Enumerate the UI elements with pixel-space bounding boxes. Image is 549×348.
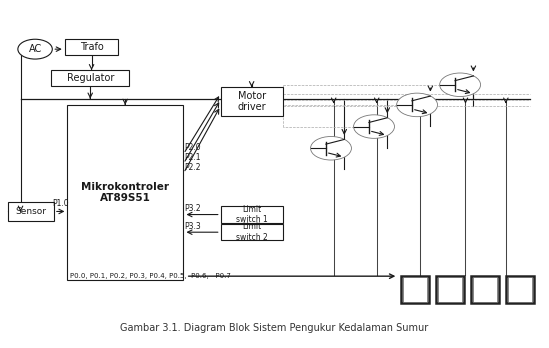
- Text: P2.1: P2.1: [184, 153, 201, 162]
- Text: Limit
switch 2: Limit switch 2: [236, 222, 267, 242]
- Bar: [68, 105, 183, 280]
- Text: P2.2: P2.2: [184, 163, 201, 172]
- Text: P0.0, P0.1, P0.2, P0.3, P0.4, P0.5,  P0.6,   P0.7: P0.0, P0.1, P0.2, P0.3, P0.4, P0.5, P0.6…: [70, 273, 231, 279]
- Text: Regulator: Regulator: [66, 73, 114, 83]
- Text: P3.3: P3.3: [184, 222, 201, 231]
- Circle shape: [440, 73, 480, 96]
- Text: P1.0: P1.0: [52, 199, 69, 208]
- Text: Mikrokontroler
AT89S51: Mikrokontroler AT89S51: [81, 182, 169, 203]
- Bar: [221, 224, 283, 240]
- Bar: [221, 87, 283, 116]
- Circle shape: [18, 39, 52, 59]
- Bar: [508, 277, 531, 302]
- Text: P3.2: P3.2: [184, 204, 201, 213]
- Bar: [473, 277, 497, 302]
- Bar: [403, 277, 427, 302]
- Bar: [438, 277, 462, 302]
- Text: AC: AC: [29, 44, 42, 54]
- Bar: [221, 206, 283, 223]
- Bar: [471, 276, 499, 303]
- Text: Gambar 3.1. Diagram Blok Sistem Pengukur Kedalaman Sumur: Gambar 3.1. Diagram Blok Sistem Pengukur…: [120, 323, 429, 333]
- Text: Sensor: Sensor: [15, 207, 47, 216]
- Text: Limit
switch 1: Limit switch 1: [236, 205, 267, 224]
- Bar: [51, 70, 129, 86]
- Circle shape: [311, 136, 351, 160]
- Circle shape: [354, 115, 395, 139]
- Circle shape: [396, 93, 438, 117]
- Text: Motor
driver: Motor driver: [237, 91, 266, 112]
- Text: Trafo: Trafo: [80, 42, 103, 52]
- Bar: [436, 276, 464, 303]
- Bar: [506, 276, 534, 303]
- Text: P2.0: P2.0: [184, 143, 201, 152]
- Bar: [401, 276, 429, 303]
- Bar: [65, 39, 119, 55]
- Bar: [8, 202, 54, 221]
